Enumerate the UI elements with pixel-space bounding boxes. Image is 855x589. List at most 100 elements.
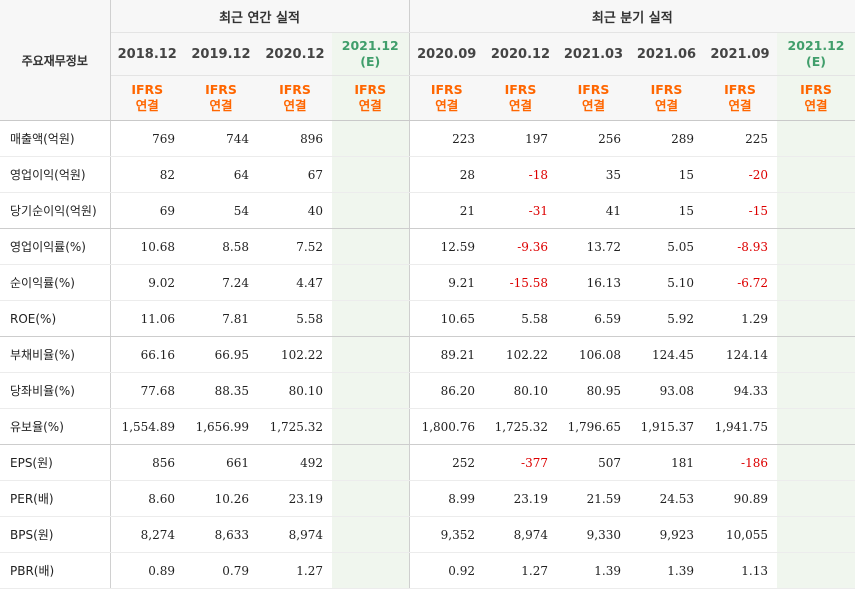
value-cell: 64 xyxy=(184,156,258,193)
value-cell: 223 xyxy=(408,120,484,157)
value-cell: 23.19 xyxy=(484,480,557,517)
value-cell: 896 xyxy=(258,120,332,157)
value-cell xyxy=(332,120,409,157)
period-label: 2021.06 xyxy=(636,46,697,62)
accounting-basis: IFRS 연결 xyxy=(703,75,777,121)
basis-standard: IFRS xyxy=(504,82,537,97)
value-cell: -6.72 xyxy=(703,264,777,301)
value-cell: 856 xyxy=(110,444,184,481)
row-label: PER(배) xyxy=(0,480,111,517)
value-cell xyxy=(777,372,855,409)
table-row: 순이익률(%) 9.02 7.24 4.47 9.21 -15.58 16.13 5.10 -6… xyxy=(0,264,855,301)
value-cell: 5.10 xyxy=(630,264,703,301)
row-label: 당기순이익(억원) xyxy=(0,192,111,229)
value-cell: -31 xyxy=(484,192,557,229)
value-cell: -186 xyxy=(703,444,777,481)
table-row: 유보율(%) 1,554.89 1,656.99 1,725.32 1,800.76 1,… xyxy=(0,408,855,445)
value-cell: 5.58 xyxy=(258,300,332,337)
period-header: 2020.12 xyxy=(258,32,332,76)
value-cell: 1,725.32 xyxy=(484,408,557,445)
row-label: 매출액(억원) xyxy=(0,120,111,157)
table-row: 영업이익률(%) 10.68 8.58 7.52 12.59 -9.36 13.72 5.05… xyxy=(0,228,855,265)
value-cell: 12.59 xyxy=(408,228,484,265)
basis-scope: 연결 xyxy=(804,98,828,113)
value-cell: 744 xyxy=(184,120,258,157)
basis-scope: 연결 xyxy=(358,98,382,113)
basis-standard: IFRS xyxy=(279,82,311,97)
value-cell: 0.89 xyxy=(110,552,184,589)
value-cell: 1.13 xyxy=(703,552,777,589)
accounting-basis: IFRS 연결 xyxy=(777,75,855,121)
value-cell: 1.39 xyxy=(630,552,703,589)
value-cell: 7.24 xyxy=(184,264,258,301)
value-cell: 1,796.65 xyxy=(557,408,630,445)
period-label: 2021.12 xyxy=(341,38,399,53)
accounting-basis: IFRS 연결 xyxy=(484,75,557,121)
estimate-marker: (E) xyxy=(360,54,381,69)
value-cell xyxy=(777,156,855,193)
value-cell: 23.19 xyxy=(258,480,332,517)
table-row: EPS(원) 856 661 492 252 -377 507 181 -186 xyxy=(0,444,855,481)
period-header: 2019.12 xyxy=(184,32,258,76)
value-cell: 89.21 xyxy=(408,336,484,373)
value-cell: 507 xyxy=(557,444,630,481)
value-cell: 8,274 xyxy=(110,516,184,553)
period-header: 2021.09 xyxy=(703,32,777,76)
value-cell: 93.08 xyxy=(630,372,703,409)
table-row: 영업이익(억원) 82 64 67 28 -18 35 15 -20 xyxy=(0,156,855,193)
value-cell: 8.60 xyxy=(110,480,184,517)
period-label: 2021.03 xyxy=(563,46,624,62)
row-label: 영업이익률(%) xyxy=(0,228,111,265)
value-cell: 7.52 xyxy=(258,228,332,265)
row-label: BPS(원) xyxy=(0,516,111,553)
row-label: 영업이익(억원) xyxy=(0,156,111,193)
row-label: EPS(원) xyxy=(0,444,111,481)
value-cell xyxy=(332,300,409,337)
value-cell: 82 xyxy=(110,156,184,193)
value-cell: 1.29 xyxy=(703,300,777,337)
value-cell xyxy=(332,192,409,229)
value-cell xyxy=(777,552,855,589)
value-cell xyxy=(332,264,409,301)
basis-standard: IFRS xyxy=(430,82,463,97)
period-header: 2020.12 xyxy=(484,32,557,76)
value-cell: 10.26 xyxy=(184,480,258,517)
value-cell: 9,923 xyxy=(630,516,703,553)
period-label: 2020.12 xyxy=(490,46,551,62)
value-cell: 16.13 xyxy=(557,264,630,301)
value-cell xyxy=(332,552,409,589)
value-cell: 5.92 xyxy=(630,300,703,337)
table-row: ROE(%) 11.06 7.81 5.58 10.65 5.58 6.59 5.92 1.29 xyxy=(0,300,855,337)
value-cell: 1,800.76 xyxy=(408,408,484,445)
table-row: PER(배) 8.60 10.26 23.19 8.99 23.19 21.59 24.53 9… xyxy=(0,480,855,517)
period-header: 2018.12 xyxy=(110,32,184,76)
value-cell xyxy=(332,336,409,373)
value-cell: 69 xyxy=(110,192,184,229)
value-cell: 252 xyxy=(408,444,484,481)
basis-scope: 연결 xyxy=(135,98,159,113)
period-label: 2021.09 xyxy=(710,46,770,62)
basis-standard: IFRS xyxy=(577,82,610,97)
value-cell xyxy=(332,372,409,409)
table-row: PBR(배) 0.89 0.79 1.27 0.92 1.27 1.39 1.39 1.13 xyxy=(0,552,855,589)
value-cell: 10,055 xyxy=(703,516,777,553)
value-cell: 106.08 xyxy=(557,336,630,373)
value-cell: 94.33 xyxy=(703,372,777,409)
value-cell xyxy=(332,408,409,445)
value-cell: 9,352 xyxy=(408,516,484,553)
value-cell xyxy=(777,480,855,517)
quarterly-group-header: 최근 분기 실적 xyxy=(408,0,855,33)
value-cell: 11.06 xyxy=(110,300,184,337)
value-cell: 1,554.89 xyxy=(110,408,184,445)
value-cell: 124.14 xyxy=(703,336,777,373)
value-cell: 8,633 xyxy=(184,516,258,553)
value-cell xyxy=(777,120,855,157)
value-cell: 1.27 xyxy=(258,552,332,589)
row-label: 당좌비율(%) xyxy=(0,372,111,409)
value-cell: 4.47 xyxy=(258,264,332,301)
value-cell xyxy=(777,444,855,481)
value-cell xyxy=(777,228,855,265)
period-header: 2021.12 (E) xyxy=(777,32,855,76)
row-label: 유보율(%) xyxy=(0,408,111,445)
row-label: 부채비율(%) xyxy=(0,336,111,373)
